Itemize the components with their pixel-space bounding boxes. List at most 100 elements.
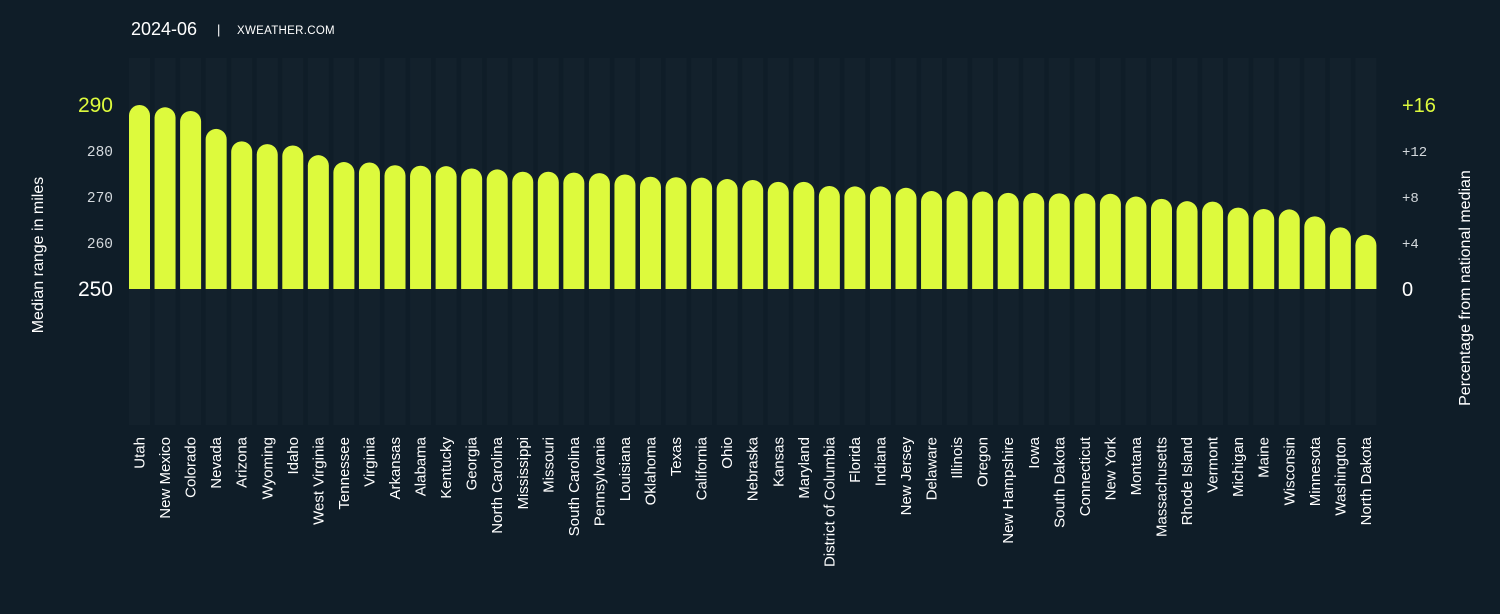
- x-tick-label: Massachusetts: [1154, 437, 1171, 537]
- bar: [384, 165, 406, 289]
- x-tick-label: Alabama: [413, 436, 430, 496]
- x-tick-label: Pennsylvania: [591, 436, 608, 526]
- x-tick-label: Michigan: [1230, 437, 1247, 497]
- x-tick-label: Nevada: [208, 436, 225, 488]
- y2-axis-ticks: +16 +12 +8 +4 0: [1402, 95, 1436, 301]
- x-tick-label: Missouri: [540, 437, 557, 493]
- bar: [640, 176, 661, 289]
- bar: [997, 192, 1019, 289]
- x-tick-label: Oregon: [975, 437, 992, 487]
- header-separator: |: [217, 22, 220, 37]
- bar: [1176, 201, 1198, 289]
- bar: [691, 177, 713, 289]
- bar: [869, 186, 891, 289]
- bar: [154, 107, 176, 289]
- bar: [461, 168, 483, 289]
- x-tick-label: Wyoming: [259, 437, 276, 499]
- y2-tick-label: 0: [1402, 279, 1413, 301]
- x-tick-label: Arizona: [234, 436, 251, 488]
- bar: [1023, 192, 1045, 289]
- bar: [767, 181, 789, 289]
- x-tick-label: Rhode Island: [1179, 437, 1196, 525]
- bar: [1074, 193, 1096, 289]
- bar: [1125, 196, 1147, 289]
- bars: [129, 105, 1377, 289]
- x-tick-label: New Hampshire: [1000, 437, 1017, 544]
- x-tick-label: Washington: [1332, 437, 1349, 516]
- x-tick-label: Mississippi: [515, 437, 532, 510]
- bar: [1278, 209, 1300, 289]
- y-tick-label: 270: [87, 191, 113, 207]
- bar: [1048, 193, 1070, 289]
- bar: [1253, 208, 1275, 289]
- bar: [742, 179, 764, 289]
- bar: [435, 166, 457, 289]
- x-tick-label: Utah: [132, 437, 149, 469]
- x-tick-label: Illinois: [949, 437, 966, 479]
- x-tick-label: Vermont: [1205, 436, 1222, 493]
- y2-axis-label: Percentage from national median: [1457, 170, 1474, 406]
- bar: [895, 187, 917, 289]
- bar: [231, 141, 253, 289]
- x-tick-label: Connecticut: [1077, 436, 1094, 516]
- x-tick-label: Kentucky: [438, 437, 455, 499]
- x-tick-label: Delaware: [924, 437, 941, 500]
- x-tick-label: Colorado: [183, 437, 200, 498]
- bar: [614, 174, 636, 289]
- bar: [921, 191, 943, 289]
- y-tick-label: 260: [87, 237, 113, 253]
- bar: [818, 185, 840, 289]
- x-tick-label: Georgia: [464, 436, 481, 490]
- x-tick-label: Indiana: [872, 436, 889, 486]
- x-tick-label: Tennessee: [336, 437, 353, 510]
- source-label: XWEATHER.COM: [237, 25, 335, 37]
- bar: [716, 179, 738, 289]
- x-tick-label: Arkansas: [387, 437, 404, 500]
- bar: [1151, 198, 1172, 289]
- y-tick-label: 250: [78, 278, 113, 301]
- x-tick-label: Oklahoma: [643, 436, 660, 505]
- y2-tick-label: +8: [1402, 191, 1419, 207]
- x-tick-label: Minnesota: [1307, 436, 1324, 506]
- bar: [1227, 207, 1249, 289]
- x-tick-label: Texas: [668, 437, 685, 476]
- x-tick-label: South Dakota: [1051, 436, 1068, 528]
- y2-tick-label: +16: [1402, 95, 1436, 117]
- bar: [1304, 216, 1326, 289]
- x-tick-label: New York: [1102, 437, 1119, 501]
- chart-header: 2024-06 | XWEATHER.COM: [131, 19, 335, 39]
- bar: [844, 186, 866, 289]
- bar: [282, 145, 304, 289]
- x-tick-label: Idaho: [285, 437, 302, 475]
- x-tick-label: Nebraska: [745, 436, 762, 501]
- bar: [180, 110, 202, 289]
- bar: [1099, 193, 1121, 289]
- x-tick-label: North Dakota: [1358, 436, 1375, 525]
- bar: [256, 144, 278, 289]
- x-tick-label: North Carolina: [489, 436, 506, 533]
- bar: [793, 181, 815, 289]
- y-axis-ticks: 290 280 270 260 250: [78, 94, 113, 301]
- bar: [946, 191, 968, 289]
- x-tick-label: West Virginia: [310, 436, 327, 524]
- bar: [563, 172, 585, 289]
- x-tick-label: Montana: [1128, 436, 1145, 495]
- bar: [1202, 201, 1224, 289]
- x-axis-labels: Utah New Mexico Colorado Nevada Arizona Wyomi…: [132, 436, 1375, 567]
- x-tick-label: New Jersey: [898, 437, 915, 516]
- x-tick-label: South Carolina: [566, 436, 583, 536]
- y-tick-label: 280: [87, 145, 113, 161]
- bar: [537, 171, 559, 289]
- bar: [129, 105, 150, 289]
- x-tick-label: District of Columbia: [821, 436, 838, 567]
- x-tick-label: Maryland: [796, 437, 813, 499]
- x-tick-label: New Mexico: [157, 437, 174, 519]
- y-tick-label: 290: [78, 94, 113, 117]
- x-tick-label: California: [694, 436, 711, 500]
- y2-tick-label: +12: [1402, 145, 1427, 161]
- x-tick-label: Ohio: [719, 437, 736, 469]
- bar: [358, 162, 380, 289]
- period-label: 2024-06: [131, 19, 197, 39]
